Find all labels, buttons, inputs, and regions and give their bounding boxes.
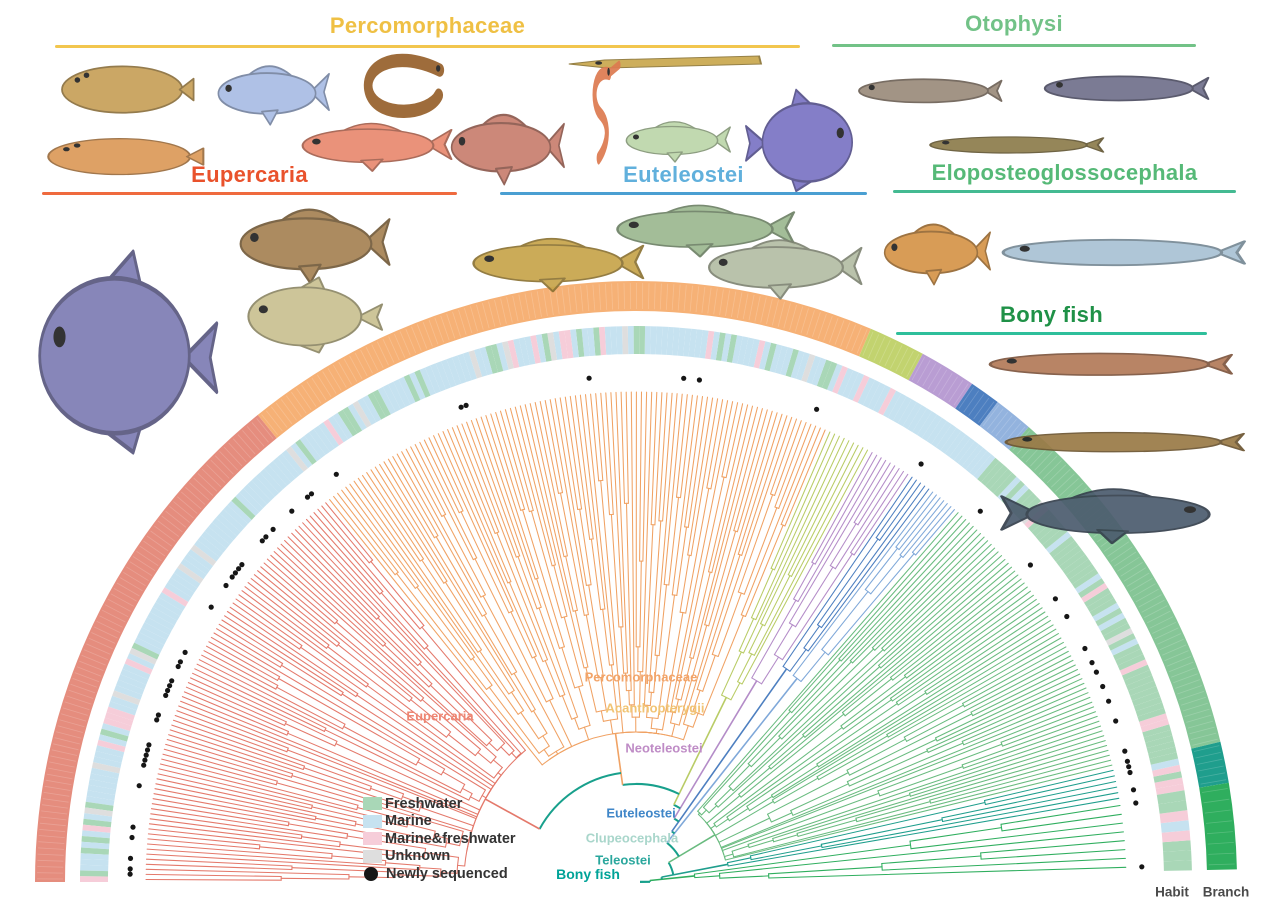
newly-sequenced-dot-icon [364, 866, 378, 881]
legend-label: Freshwater [385, 795, 463, 812]
branch-ring-segment-elopomorpha [1191, 741, 1229, 788]
newly-sequenced-dots [127, 375, 1145, 877]
legend: Freshwater Marine Marine&freshwater Unknown… [363, 795, 516, 883]
legend-label: Marine&freshwater [385, 830, 516, 847]
clade-percomorphaceae-core [329, 391, 826, 766]
branch-ring-segment-acanthopterygii-core [859, 328, 923, 381]
clade-euteleostei-core [792, 491, 955, 683]
legend-label: Newly sequenced [386, 865, 508, 882]
branch-ring-segment-neoteleostei-core [908, 353, 973, 409]
legend-item-newly-sequenced: Newly sequenced [363, 865, 516, 883]
branch-ring-segment-non-teleostei [1199, 782, 1237, 870]
branch-ring-segment-otophysi-clupeocephala [1009, 427, 1221, 749]
legend-item-marine: Marine [363, 813, 516, 831]
clade-neoteleostei-core [751, 452, 909, 685]
tree-backbone [484, 668, 798, 883]
clade-elopomorpha [726, 769, 1120, 867]
legend-item-marine-freshwater: Marine&freshwater [363, 830, 516, 848]
branch-ring-segment-eupercaria [34, 414, 277, 882]
clade-acanthopterygii-core [721, 431, 869, 701]
habitat-swatch-icon [363, 849, 382, 863]
branch-ring-segment-euteleostei-deep [955, 383, 998, 426]
clade-otophysi-clupeocephala [697, 512, 1113, 861]
branch-ring [34, 281, 1237, 882]
habitat-swatch-icon [363, 797, 382, 811]
legend-item-unknown: Unknown [363, 848, 516, 866]
legend-label: Unknown [385, 848, 451, 865]
habit-ring [79, 325, 1192, 882]
legend-label: Marine [385, 813, 432, 830]
ring-hatching [36, 282, 1235, 880]
clade-euteleostei-deep [782, 476, 930, 672]
tree-branches [145, 391, 1127, 881]
clade-non-teleostei [693, 804, 1127, 879]
habitat-swatch-icon [363, 832, 382, 846]
legend-item-freshwater: Freshwater [363, 795, 516, 813]
habitat-swatch-icon [363, 814, 382, 828]
branch-ring-segment-percomorphaceae-core [257, 281, 871, 439]
